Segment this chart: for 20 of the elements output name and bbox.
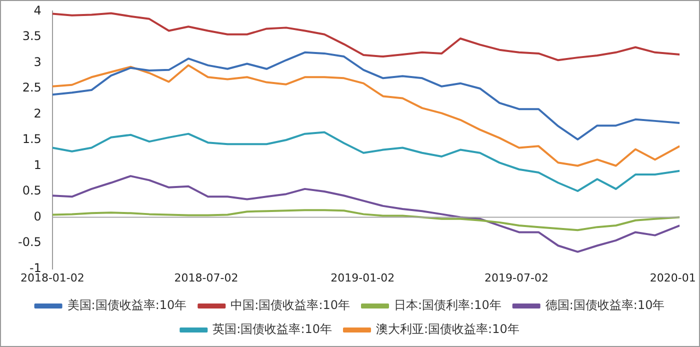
x-tick-label: 2018-07-02 (174, 271, 238, 284)
x-tick-label: 2020-01 (650, 271, 696, 284)
y-tick-label: 3.5 (22, 29, 42, 44)
legend-label: 中国:国债收益率:10年 (230, 298, 350, 312)
y-tick-label: 1 (34, 158, 42, 172)
y-tick-label: -0.5 (18, 235, 42, 250)
x-tick-label: 2019-01-02 (330, 271, 395, 284)
y-tick-label: 2 (34, 106, 42, 120)
legend-label: 澳大利亚:国债收益率:10年 (376, 322, 520, 336)
legend-label: 日本:国债利率:10年 (394, 298, 502, 312)
y-tick-label: 3 (34, 54, 42, 69)
y-tick-label: 1.5 (22, 132, 42, 146)
y-tick-label: 2.5 (22, 80, 42, 95)
y-tick-label: 4 (34, 3, 42, 18)
legend-label: 英国:国债收益率:10年 (212, 322, 332, 336)
legend-label: 美国:国债收益率:10年 (67, 298, 187, 312)
x-tick-label: 2019-07-02 (484, 271, 548, 284)
y-tick-label: 0 (34, 209, 42, 224)
y-tick-label: 0.5 (22, 184, 42, 198)
legend-label: 德国:国债收益率:10年 (545, 298, 665, 312)
